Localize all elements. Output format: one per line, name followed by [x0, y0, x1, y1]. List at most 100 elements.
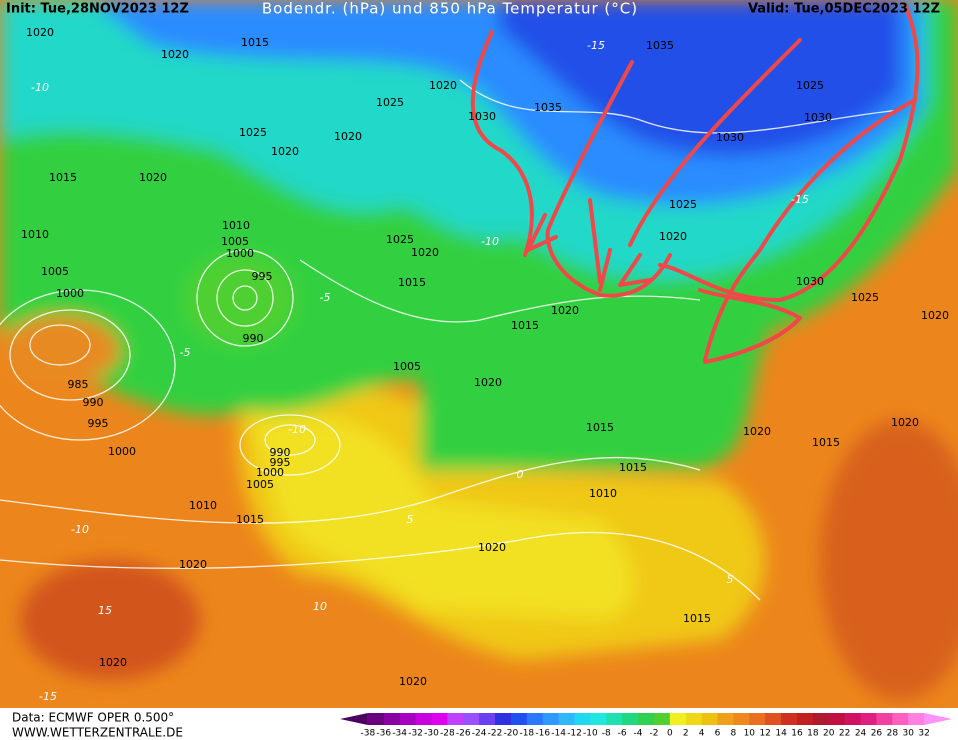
colorbar-label: 4	[699, 729, 705, 739]
colorbar-label: 16	[791, 729, 803, 739]
isobar-label: 1025	[386, 233, 414, 246]
isobar-label: 995	[252, 270, 273, 283]
isobar-label: 1025	[239, 126, 267, 139]
temperature-label: -10	[31, 81, 49, 94]
isobar-label: 1010	[21, 228, 49, 241]
colorbar-swatch	[558, 713, 575, 725]
colorbar-swatch	[367, 713, 385, 725]
isobar-label: 1030	[796, 275, 824, 288]
colorbar-label: -28	[440, 729, 455, 739]
colorbar-label: -12	[567, 729, 582, 739]
colorbar-label: 8	[731, 729, 737, 739]
temperature-label: 15	[98, 604, 112, 617]
colorbar-swatch	[590, 713, 607, 725]
colorbar-swatch	[796, 713, 814, 725]
isobar-label: 1020	[429, 79, 457, 92]
colorbar-swatch	[765, 713, 782, 725]
colorbar-swatch	[749, 713, 766, 725]
isobar-label: 1020	[411, 246, 439, 259]
isobar-label: 1025	[796, 79, 824, 92]
colorbar-label: 10	[744, 729, 756, 739]
colorbar-swatch	[685, 713, 703, 725]
isobar-label: 1015	[241, 36, 269, 49]
data-source: Data: ECMWF OPER 0.500°	[12, 711, 174, 725]
colorbar-label: -20	[504, 729, 519, 739]
colorbar-swatch	[876, 713, 893, 725]
isobar-label: 1005	[221, 235, 249, 248]
isobar-label: 1020	[99, 656, 127, 669]
colorbar-swatch	[669, 713, 687, 725]
colorbar-label: -32	[408, 729, 423, 739]
isobars	[0, 79, 901, 601]
isobar-label: 1015	[49, 171, 77, 184]
isobar-label: 1020	[271, 145, 299, 158]
colorbar-swatch	[908, 713, 925, 725]
colorbar-label: -36	[376, 729, 391, 739]
colorbar-label: 0	[667, 729, 673, 739]
isobar-label: 1020	[474, 376, 502, 389]
isobar-label: 1015	[812, 436, 840, 449]
colorbar-swatch	[574, 713, 591, 725]
isobar-label: 1030	[468, 110, 496, 123]
colorbar-label: -38	[361, 729, 376, 739]
temperature-label: 0	[517, 468, 524, 481]
colorbar-swatch	[495, 713, 512, 725]
isobar-label: 1015	[586, 421, 614, 434]
isobar-label: 1015	[511, 319, 539, 332]
temperature-label: 5	[727, 573, 734, 586]
colorbar-label: -22	[488, 729, 503, 739]
temperature-label: -15	[587, 39, 605, 52]
colorbar-label: -30	[424, 729, 439, 739]
temperature-label: 10	[313, 600, 327, 613]
colorbar-swatch	[542, 713, 560, 725]
colorbar-label: -6	[618, 729, 627, 739]
colorbar: -38 -36 -34 -32 -30 -28 -26 -24 -22 -20 -18 -16 -14-…	[340, 713, 952, 739]
colorbar-swatch	[717, 713, 734, 725]
colorbar-label: -8	[602, 729, 611, 739]
isobar-label: 1020	[743, 425, 771, 438]
colorbar-label: -26	[456, 729, 471, 739]
isobar-label: 1005	[41, 265, 69, 278]
colorbar-label: 22	[839, 729, 850, 739]
colorbar-label: -18	[519, 729, 534, 739]
isobar-label: 1030	[804, 111, 832, 124]
isobar-label: 1020	[659, 230, 687, 243]
isobar-label: 1000	[108, 445, 136, 458]
colorbar-swatch	[828, 713, 846, 725]
isobar-label: 1005	[393, 360, 421, 373]
colorbar-label: -4	[634, 729, 643, 739]
isobar-label: 1015	[619, 461, 647, 474]
colorbar-swatch	[812, 713, 830, 725]
temperature-field	[0, 0, 958, 708]
isobar-label: 1000	[226, 247, 254, 260]
isobar-label: 1035	[646, 39, 674, 52]
colorbar-swatch	[860, 713, 877, 725]
isobar-label: 1025	[669, 198, 697, 211]
colorbar-swatch	[399, 713, 417, 725]
isobar-label: 990	[270, 446, 291, 459]
isobar-label: 1020	[891, 416, 919, 429]
colorbar-label: 6	[715, 729, 721, 739]
isobar-label: 1015	[236, 513, 264, 526]
isobar-label: 1000	[56, 287, 84, 300]
website: WWW.WETTERZENTRALE.DE	[12, 726, 183, 740]
temperature-label: -10	[71, 523, 89, 536]
colorbar-swatch	[622, 713, 639, 725]
isobar-label: 990	[243, 332, 264, 345]
colorbar-swatch	[781, 713, 798, 725]
isobar-label: 990	[83, 396, 104, 409]
colorbar-swatch	[526, 713, 544, 725]
colorbar-swatch	[924, 713, 952, 725]
isobar-label: 1020	[478, 541, 506, 554]
isobar-label: 1025	[376, 96, 404, 109]
temperature-label: -10	[481, 235, 499, 248]
temperature-label: -5	[180, 346, 191, 359]
isobar-label: 1010	[589, 487, 617, 500]
colorbar-swatch	[431, 713, 448, 725]
colorbar-label: 28	[887, 729, 899, 739]
colorbar-swatch	[463, 713, 480, 725]
temperature-label: -15	[791, 193, 809, 206]
colorbar-swatch	[383, 713, 401, 725]
